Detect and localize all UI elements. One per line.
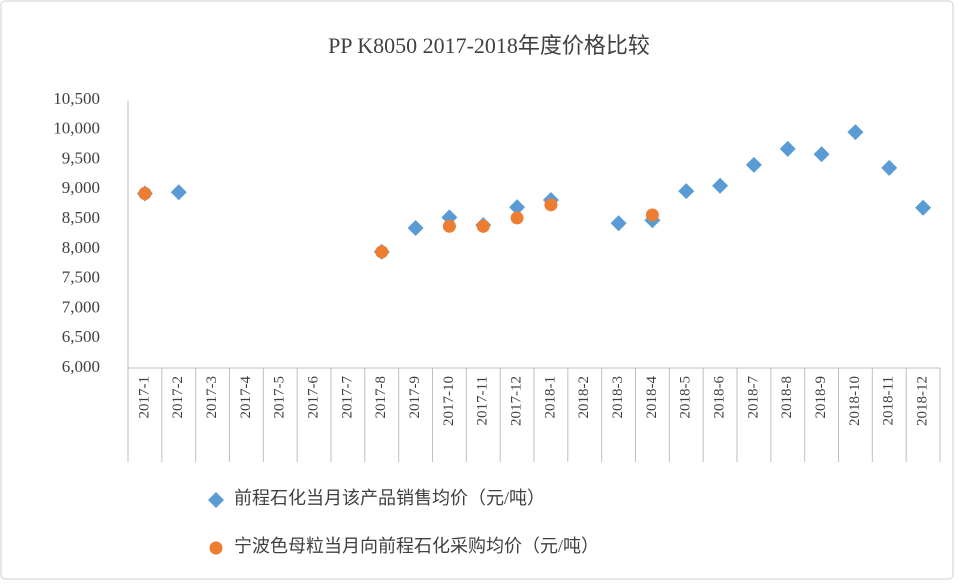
point — [779, 140, 796, 157]
point — [138, 187, 152, 201]
x-tick-label: 2018-5 — [678, 376, 694, 419]
point — [476, 219, 490, 233]
point — [510, 211, 524, 225]
x-tick-label: 2018-4 — [644, 376, 660, 419]
legend-swatch — [208, 492, 224, 508]
x-tick-label: 2017-2 — [170, 376, 186, 419]
point — [645, 208, 659, 222]
x-tick-label: 2018-1 — [542, 376, 558, 419]
x-tick-label: 2018-12 — [915, 376, 931, 426]
x-tick-label: 2018-10 — [847, 376, 863, 426]
y-tick-label: 10,000 — [53, 119, 100, 138]
x-tick-label: 2017-12 — [509, 376, 525, 426]
point — [678, 183, 695, 200]
y-tick-label: 6,000 — [62, 357, 100, 376]
x-tick-label: 2017-6 — [306, 376, 322, 419]
x-tick-label: 2017-4 — [238, 376, 254, 419]
y-tick-label: 9,500 — [62, 148, 100, 167]
point — [813, 146, 830, 163]
point — [442, 219, 456, 233]
legend-label: 前程石化当月该产品销售均价（元/吨） — [234, 488, 545, 508]
x-tick-label: 2018-11 — [881, 376, 897, 425]
x-tick-label: 2017-1 — [136, 376, 152, 419]
y-tick-label: 7,500 — [62, 268, 100, 287]
point — [881, 159, 898, 176]
point — [407, 220, 424, 237]
chart-title: PP K8050 2017-2018年度价格比较 — [328, 33, 650, 58]
x-tick-label: 2017-5 — [272, 376, 288, 419]
x-tick-label: 2017-11 — [475, 376, 491, 425]
point — [745, 156, 762, 173]
y-tick-label: 10,500 — [53, 89, 100, 108]
legend-label: 宁波色母粒当月向前程石化采购均价（元/吨） — [234, 536, 599, 556]
y-tick-label: 9,000 — [62, 178, 100, 197]
x-tick-label: 2018-3 — [610, 376, 626, 419]
x-tick-label: 2017-9 — [407, 376, 423, 419]
point — [170, 184, 187, 201]
x-tick-label: 2018-9 — [813, 376, 829, 419]
x-tick-label: 2017-10 — [441, 376, 457, 426]
y-tick-label: 7,000 — [62, 297, 100, 316]
y-tick-label: 6,500 — [62, 327, 100, 346]
point — [544, 198, 558, 212]
x-tick-label: 2018-8 — [779, 376, 795, 419]
x-tick-label: 2017-8 — [373, 376, 389, 419]
point — [610, 215, 627, 232]
x-tick-label: 2017-7 — [339, 376, 355, 419]
x-tick-label: 2018-2 — [576, 376, 592, 419]
y-tick-label: 8,000 — [62, 238, 100, 257]
point — [509, 199, 526, 216]
x-tick-label: 2018-7 — [745, 376, 761, 419]
point — [847, 124, 864, 141]
legend-swatch — [209, 541, 223, 555]
point — [712, 177, 729, 194]
y-tick-label: 8,500 — [62, 208, 100, 227]
point — [375, 245, 389, 259]
x-tick-label: 2018-6 — [712, 376, 728, 419]
point — [915, 199, 932, 216]
x-tick-label: 2017-3 — [204, 376, 220, 419]
